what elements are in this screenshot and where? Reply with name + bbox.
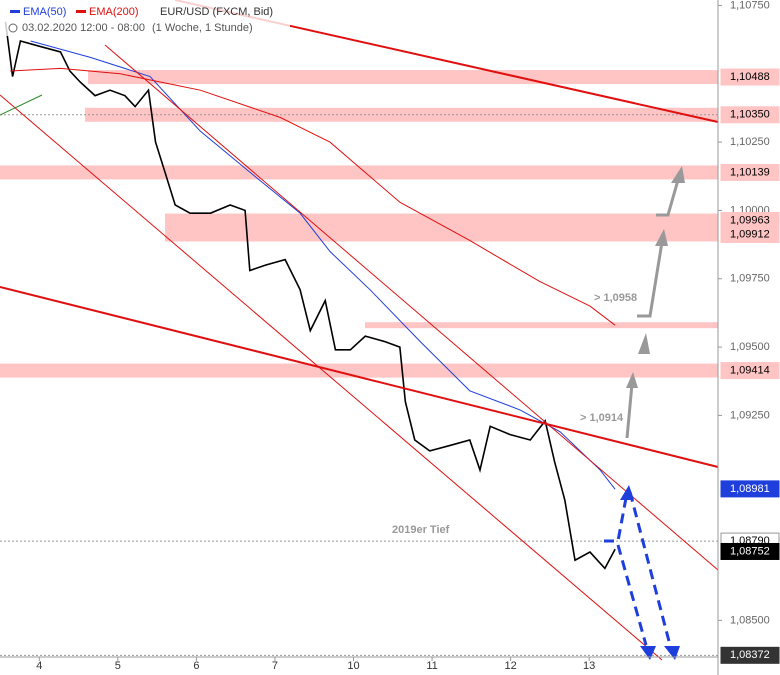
resistance-zone xyxy=(365,322,718,329)
level-band xyxy=(0,165,718,180)
legend-swatch xyxy=(10,10,20,13)
ema-line xyxy=(10,67,616,326)
x-tick-label: 10 xyxy=(347,660,359,672)
legend-swatch xyxy=(76,10,86,13)
level-label: 1,09414 xyxy=(730,364,770,376)
channel-line xyxy=(104,44,719,571)
annotation: 2019er Tief xyxy=(392,524,450,536)
annotation: > 1,0958 xyxy=(594,292,637,304)
price-line xyxy=(4,21,616,570)
level-label: 1,09912 xyxy=(730,228,770,240)
legend-entry: EMA(200) xyxy=(89,6,139,18)
level-band xyxy=(165,227,718,242)
level-label: 1,10488 xyxy=(730,71,770,83)
level-label: 1,10350 xyxy=(730,109,770,121)
x-tick-label: 12 xyxy=(504,660,516,672)
y-tick-label: 1,09500 xyxy=(730,341,770,353)
ema-line xyxy=(30,40,616,490)
level-label-box xyxy=(720,68,780,86)
legend-entry: EUR/USD (FXCM, Bid) xyxy=(160,6,273,18)
level-label-box xyxy=(720,225,780,243)
x-tick-label: 13 xyxy=(583,660,595,672)
level-label-box xyxy=(720,362,780,380)
header-period: (1 Woche, 1 Stunde) xyxy=(152,22,253,34)
clock-icon xyxy=(8,23,18,33)
x-tick-label: 5 xyxy=(115,660,121,672)
arrowheads xyxy=(626,166,685,388)
level-label: 1,08372 xyxy=(730,649,770,661)
x-tick-label: 4 xyxy=(36,660,42,672)
x-tick-label: 6 xyxy=(193,660,199,672)
level-label-box xyxy=(720,542,780,560)
level-band xyxy=(0,363,718,378)
channel-line xyxy=(0,94,663,661)
y-tick-label: 1,10250 xyxy=(730,136,770,148)
x-tick-label: 7 xyxy=(272,660,278,672)
y-tick-label: 1,08500 xyxy=(730,614,770,626)
trend-line xyxy=(0,286,719,468)
y-tick-label: 1,09250 xyxy=(730,409,770,421)
level-band xyxy=(88,70,718,85)
annotation: > 1,0914 xyxy=(580,412,624,424)
level-label: 1,08752 xyxy=(730,545,770,557)
grey-arrows xyxy=(625,179,680,439)
y-tick-label: 1,09750 xyxy=(730,273,770,285)
level-label: 1,09963 xyxy=(730,214,770,226)
header-bg xyxy=(0,0,290,36)
level-label-box xyxy=(720,480,780,498)
legend-entry: EMA(50) xyxy=(23,6,66,18)
y-tick-label: 1,10750 xyxy=(730,0,770,11)
level-label-box xyxy=(720,646,780,664)
x-tick-label: 11 xyxy=(426,660,437,672)
level-label: 1,10139 xyxy=(730,166,770,178)
level-label: 1,08981 xyxy=(730,483,770,495)
trend-line xyxy=(0,94,43,116)
header-date: 03.02.2020 12:00 - 08:00 xyxy=(22,22,145,34)
blue-arrows xyxy=(604,491,672,646)
level-label-box xyxy=(720,106,780,124)
level-label-box xyxy=(720,163,780,181)
